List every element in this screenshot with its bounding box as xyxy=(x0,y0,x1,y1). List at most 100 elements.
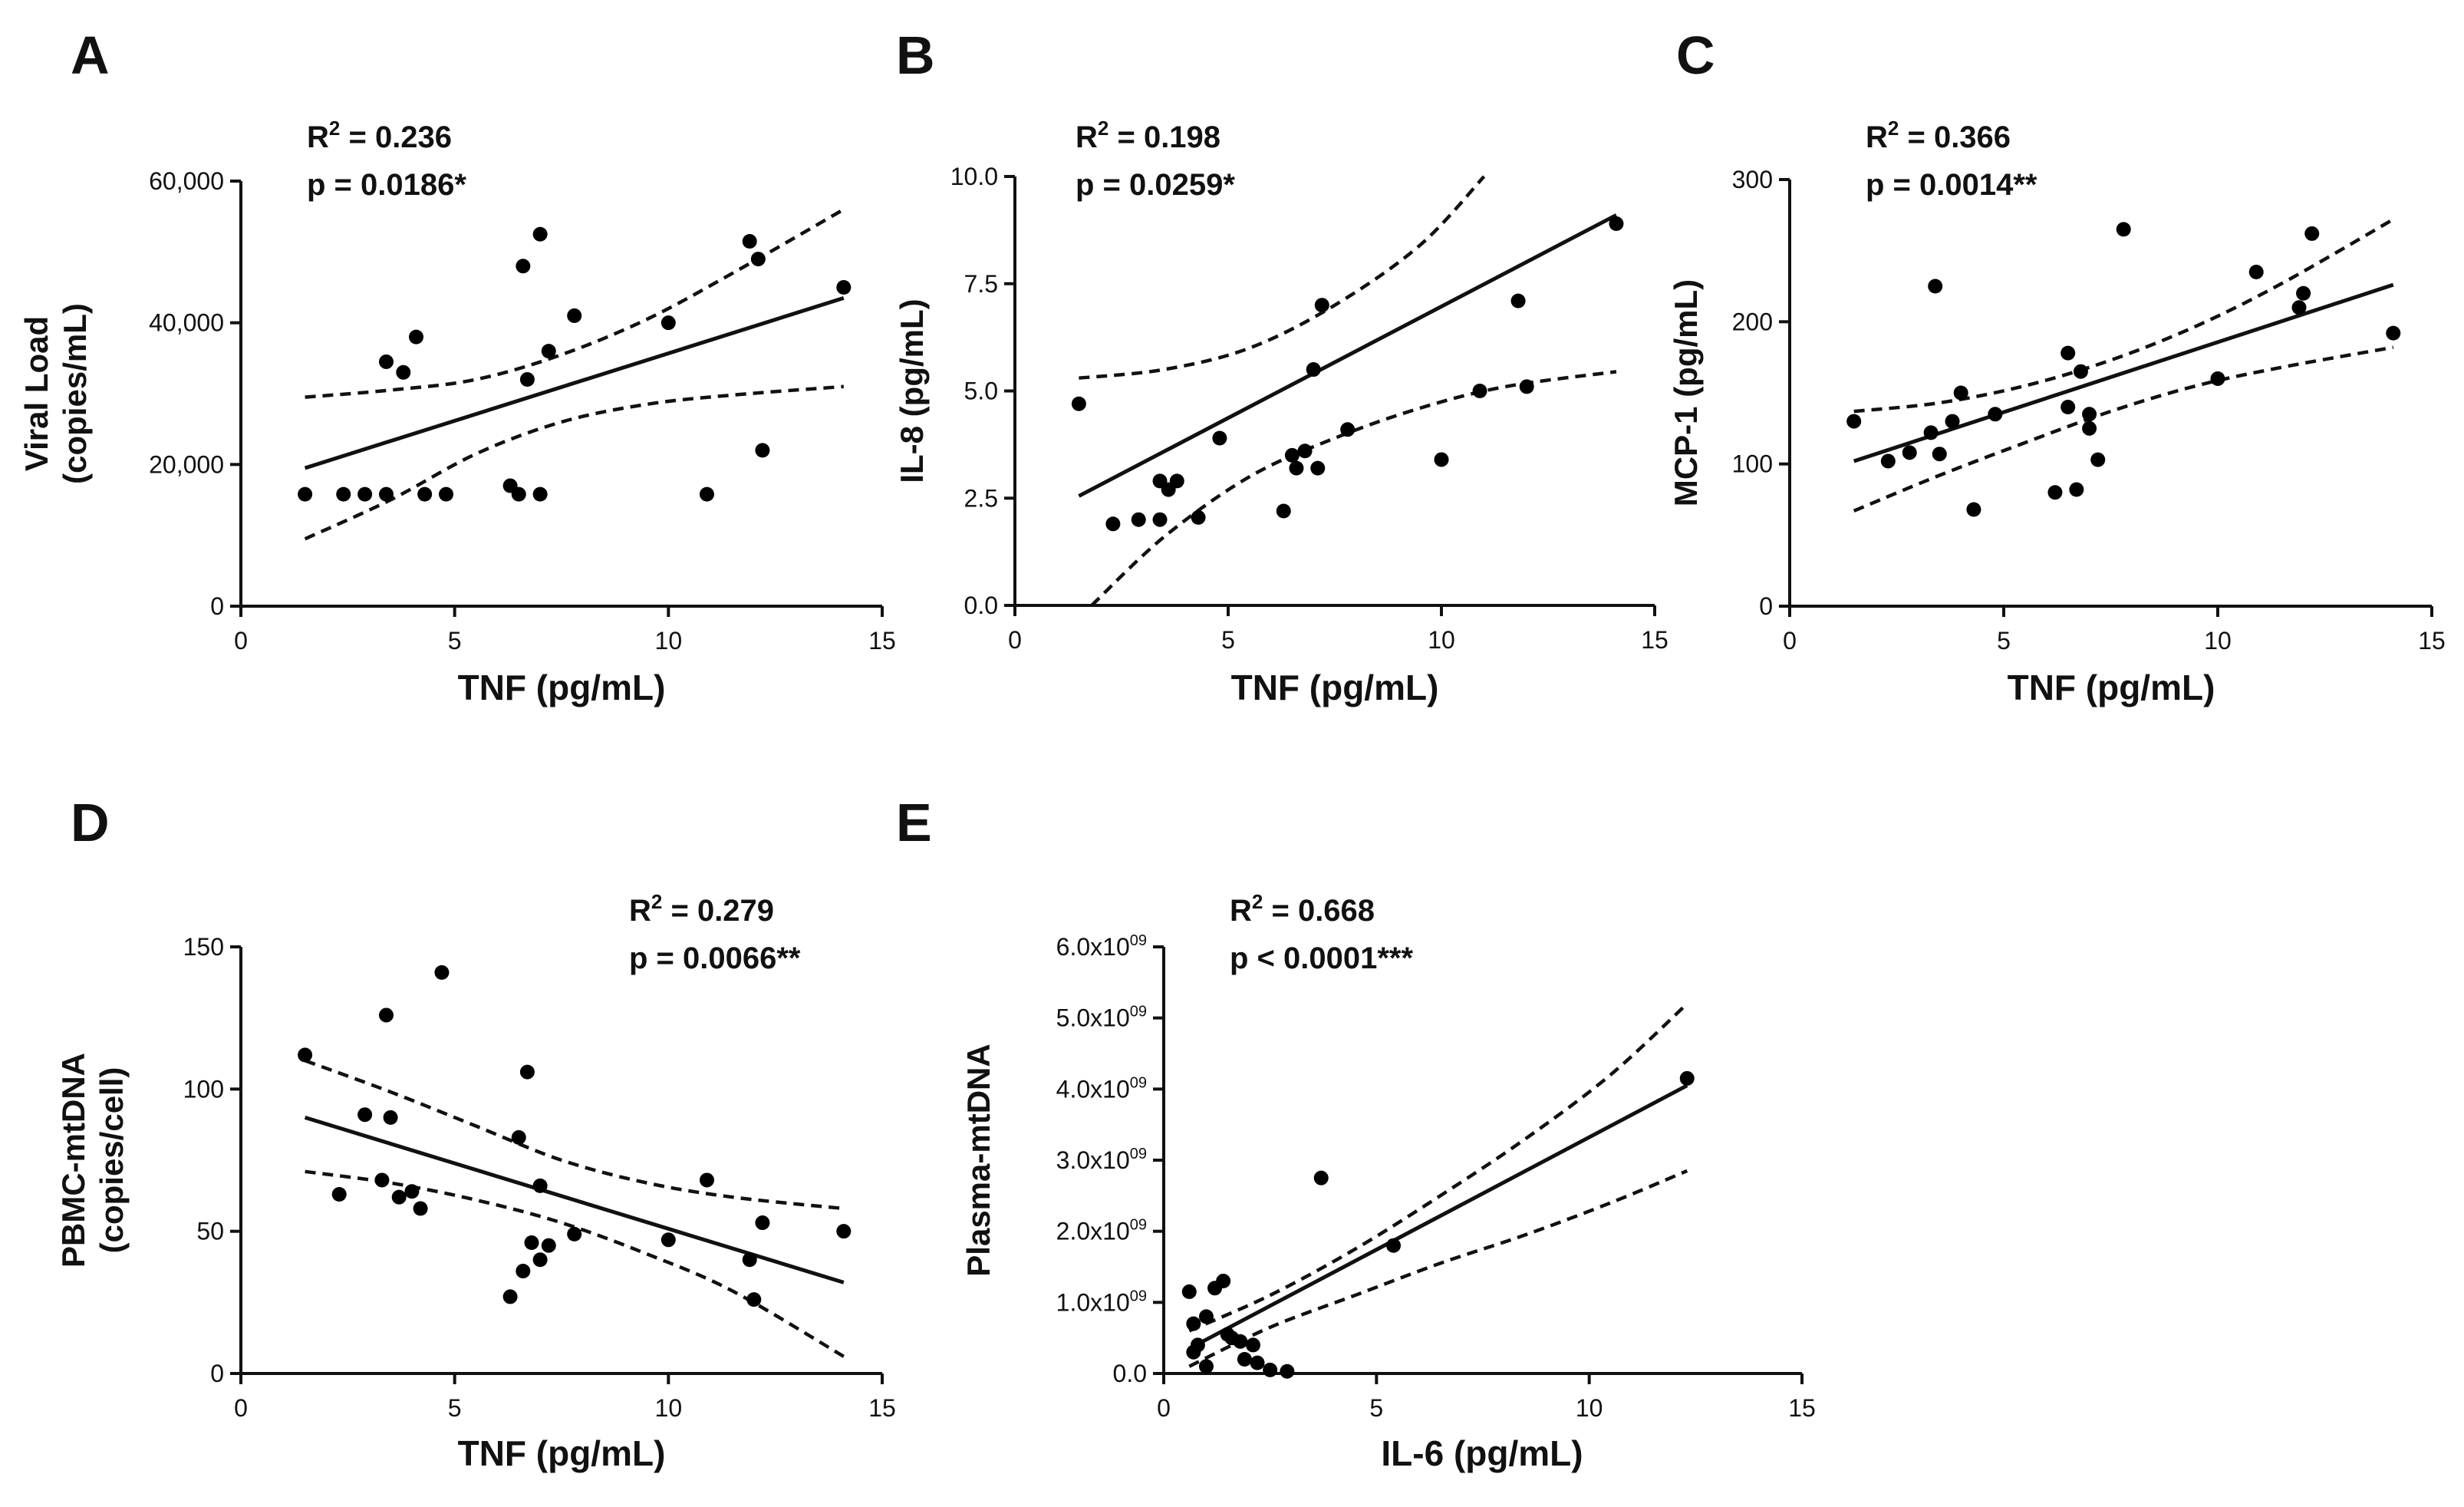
data-point xyxy=(1609,216,1624,231)
data-point xyxy=(1932,447,1947,462)
y-tick-label: 4.0x1009 xyxy=(1056,1074,1147,1103)
data-point xyxy=(298,1047,313,1063)
data-point xyxy=(1216,1274,1231,1289)
r-squared-d: R2 = 0.279 xyxy=(629,890,774,928)
y-tick-label: 300 xyxy=(1732,166,1773,193)
data-point xyxy=(1250,1355,1265,1370)
data-point xyxy=(1233,1334,1248,1349)
data-point xyxy=(1105,516,1121,532)
x-tick-label: 5 xyxy=(448,627,462,655)
data-point xyxy=(1966,502,1981,517)
y-tick-label: 2.5 xyxy=(964,484,998,512)
data-point xyxy=(417,486,433,502)
data-point xyxy=(746,1292,762,1307)
data-point xyxy=(1245,1337,1260,1353)
x-tick-label: 15 xyxy=(1641,626,1668,654)
p-value-e: p < 0.0001*** xyxy=(1230,941,1413,975)
data-point xyxy=(541,1238,556,1253)
x-tick-label: 0 xyxy=(1157,1394,1171,1422)
data-point xyxy=(519,372,535,387)
r-squared-a: R2 = 0.236 xyxy=(307,117,452,154)
data-point xyxy=(1280,1364,1295,1379)
data-point xyxy=(1846,414,1862,429)
regression-line-c xyxy=(1853,282,2394,463)
data-point xyxy=(2090,452,2106,467)
data-point xyxy=(1923,425,1939,440)
data-point xyxy=(374,1172,390,1188)
data-point xyxy=(1169,473,1184,489)
p-value-c: p = 0.0014** xyxy=(1866,168,2037,202)
x-tick-label: 10 xyxy=(655,627,683,655)
ci-lower-d xyxy=(305,1169,845,1358)
data-point xyxy=(699,1172,714,1188)
panel-b: B R2 = 0.198 p = 0.0259* 0 5 10 15 0.0 2.5 5.0 7.5… xyxy=(894,25,1668,707)
r-squared-e: R2 = 0.668 xyxy=(1230,890,1375,928)
data-point xyxy=(2082,407,2097,422)
x-axis-label-a: TNF (pg/mL) xyxy=(458,668,666,707)
y-tick-label: 0 xyxy=(210,592,224,620)
x-tick-label: 15 xyxy=(2418,627,2446,655)
p-value-d: p = 0.0066** xyxy=(629,941,801,975)
x-axis-label-e: IL-6 (pg/mL) xyxy=(1381,1433,1583,1473)
data-point xyxy=(391,1189,407,1205)
data-point xyxy=(836,1224,852,1239)
data-point xyxy=(1306,362,1321,378)
data-point xyxy=(1386,1238,1402,1253)
data-point xyxy=(2069,482,2084,497)
data-point xyxy=(1190,1337,1205,1353)
data-point xyxy=(1902,445,1917,460)
data-point xyxy=(1519,379,1534,394)
x-tick-label: 5 xyxy=(448,1394,462,1422)
data-point xyxy=(2248,264,2264,279)
y-tick-label: 3.0x1009 xyxy=(1056,1146,1147,1174)
x-tick-label: 10 xyxy=(1576,1394,1603,1422)
data-point xyxy=(742,1252,757,1268)
ci-upper-b xyxy=(1079,175,1486,380)
x-tick-label: 5 xyxy=(1221,626,1235,654)
data-point xyxy=(409,329,424,345)
x-tick-label: 15 xyxy=(868,1394,896,1422)
data-point xyxy=(2060,400,2076,415)
y-axis-label-c: MCP-1 (pg/mL) xyxy=(1668,279,1704,506)
data-point xyxy=(532,486,548,502)
x-tick-label: 5 xyxy=(1369,1394,1383,1422)
data-point xyxy=(413,1201,428,1216)
y-tick-label: 6.0x1009 xyxy=(1056,932,1147,961)
r-squared-c: R2 = 0.366 xyxy=(1866,117,2011,154)
panel-letter-d: D xyxy=(71,793,110,852)
x-tick-label: 0 xyxy=(234,627,248,655)
data-point xyxy=(1434,452,1449,467)
y-tick-label: 7.5 xyxy=(964,270,998,298)
data-point xyxy=(378,486,394,502)
y-tick-label: 0.0 xyxy=(1113,1360,1147,1387)
data-point xyxy=(1297,444,1313,459)
y-tick-label: 1.0x1009 xyxy=(1056,1288,1147,1316)
data-point xyxy=(383,1110,398,1125)
data-point xyxy=(1212,430,1227,446)
data-point xyxy=(1340,422,1356,437)
data-point xyxy=(1289,460,1304,476)
y-tick-label: 200 xyxy=(1732,308,1773,335)
data-point xyxy=(516,259,531,274)
data-point xyxy=(357,1107,373,1123)
data-point xyxy=(1181,1284,1197,1299)
y-tick-label: 5.0x1009 xyxy=(1056,1004,1147,1032)
x-tick-label: 0 xyxy=(1783,627,1797,655)
y-tick-label: 50 xyxy=(196,1218,224,1245)
data-point xyxy=(660,315,676,331)
data-point xyxy=(1313,1170,1329,1185)
y-axis-label-d: PBMC-mtDNA(copies/cell) xyxy=(55,1053,130,1268)
data-point xyxy=(516,1264,531,1279)
data-point xyxy=(1276,503,1291,519)
data-point xyxy=(1472,384,1487,398)
data-point xyxy=(2291,300,2307,315)
data-point xyxy=(1945,414,1960,429)
data-point xyxy=(1071,396,1086,411)
data-point xyxy=(1263,1362,1278,1377)
data-point xyxy=(1310,460,1326,476)
x-tick-label: 0 xyxy=(234,1394,248,1422)
x-axis-label-b: TNF (pg/mL) xyxy=(1231,668,1439,707)
data-point xyxy=(532,1252,548,1268)
data-point xyxy=(336,486,351,502)
